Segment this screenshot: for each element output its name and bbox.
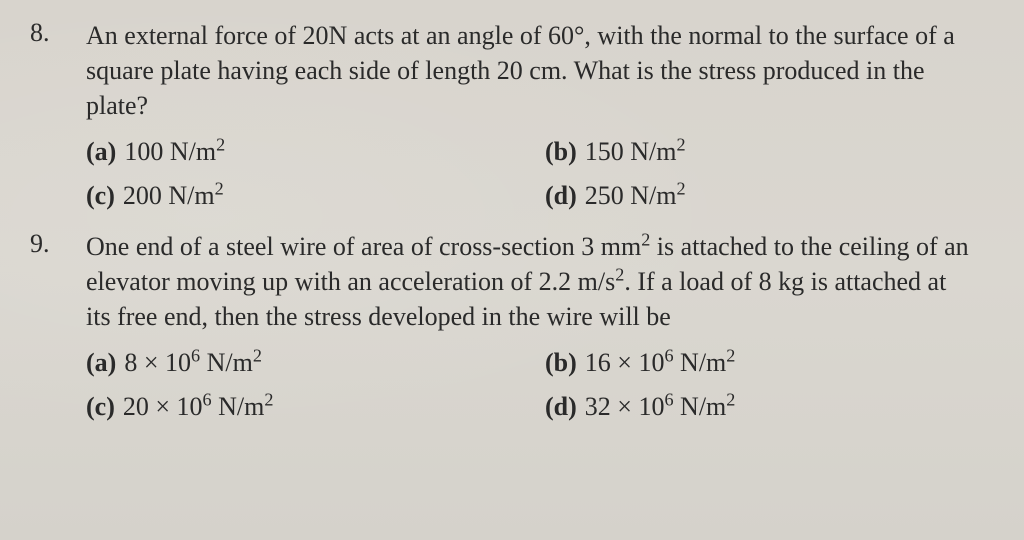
- question-body: An external force of 20N acts at an angl…: [30, 18, 974, 215]
- option-label: (b): [545, 137, 577, 166]
- option-sup: 2: [215, 178, 224, 198]
- option-a: (a) 8 × 106 N/m2: [86, 344, 515, 382]
- option-b: (b) 150 N/m2: [545, 133, 974, 171]
- option-sup: 6: [191, 345, 200, 365]
- option-label: (b): [545, 348, 577, 377]
- option-sup: 6: [203, 389, 212, 409]
- option-sup: 2: [216, 135, 225, 155]
- option-sup2: 2: [726, 345, 735, 365]
- question-body: One end of a steel wire of area of cross…: [30, 229, 974, 426]
- option-prefix: 8 × 10: [124, 348, 191, 377]
- option-label: (c): [86, 392, 115, 421]
- option-sup: 2: [677, 178, 686, 198]
- option-suffix: N/m: [200, 348, 253, 377]
- option-prefix: 16 × 10: [585, 348, 665, 377]
- option-sup: 6: [664, 389, 673, 409]
- option-a: (a) 100 N/m2: [86, 133, 515, 171]
- question-number: 9.: [30, 229, 50, 259]
- question-9: 9. One end of a steel wire of area of cr…: [30, 229, 974, 426]
- text-sup: 2: [641, 229, 650, 249]
- option-value: 150 N/m: [585, 137, 677, 166]
- option-value: 100 N/m: [124, 137, 216, 166]
- option-sup: 6: [664, 345, 673, 365]
- option-value: 200 N/m: [123, 181, 215, 210]
- option-c: (c) 200 N/m2: [86, 177, 515, 215]
- option-prefix: 32 × 10: [585, 392, 665, 421]
- option-d: (d) 250 N/m2: [545, 177, 974, 215]
- question-8: 8. An external force of 20N acts at an a…: [30, 18, 974, 215]
- option-sup2: 2: [253, 345, 262, 365]
- option-label: (c): [86, 181, 115, 210]
- option-prefix: 20 × 10: [123, 392, 203, 421]
- text-sup: 2: [615, 264, 624, 284]
- option-c: (c) 20 × 106 N/m2: [86, 388, 515, 426]
- option-suffix: N/m: [674, 348, 727, 377]
- option-sup: 2: [677, 135, 686, 155]
- option-suffix: N/m: [674, 392, 727, 421]
- text-part: One end of a steel wire of area of cross…: [86, 232, 641, 261]
- option-sup2: 2: [264, 389, 273, 409]
- option-sup2: 2: [726, 389, 735, 409]
- option-d: (d) 32 × 106 N/m2: [545, 388, 974, 426]
- option-label: (d): [545, 181, 577, 210]
- option-label: (a): [86, 348, 116, 377]
- option-b: (b) 16 × 106 N/m2: [545, 344, 974, 382]
- option-label: (d): [545, 392, 577, 421]
- options-grid: (a)8 × 106 N/m2 (b)16 × 106 N/m2 (c)20 ×…: [86, 344, 974, 425]
- option-label: (a): [86, 137, 116, 166]
- option-value: 250 N/m: [585, 181, 677, 210]
- question-text: One end of a steel wire of area of cross…: [86, 229, 974, 334]
- question-text: An external force of 20N acts at an angl…: [86, 18, 974, 123]
- options-grid: (a)100 N/m2 (b)150 N/m2 (c)200 N/m2 (d)2…: [86, 133, 974, 214]
- option-suffix: N/m: [212, 392, 265, 421]
- question-number: 8.: [30, 18, 50, 48]
